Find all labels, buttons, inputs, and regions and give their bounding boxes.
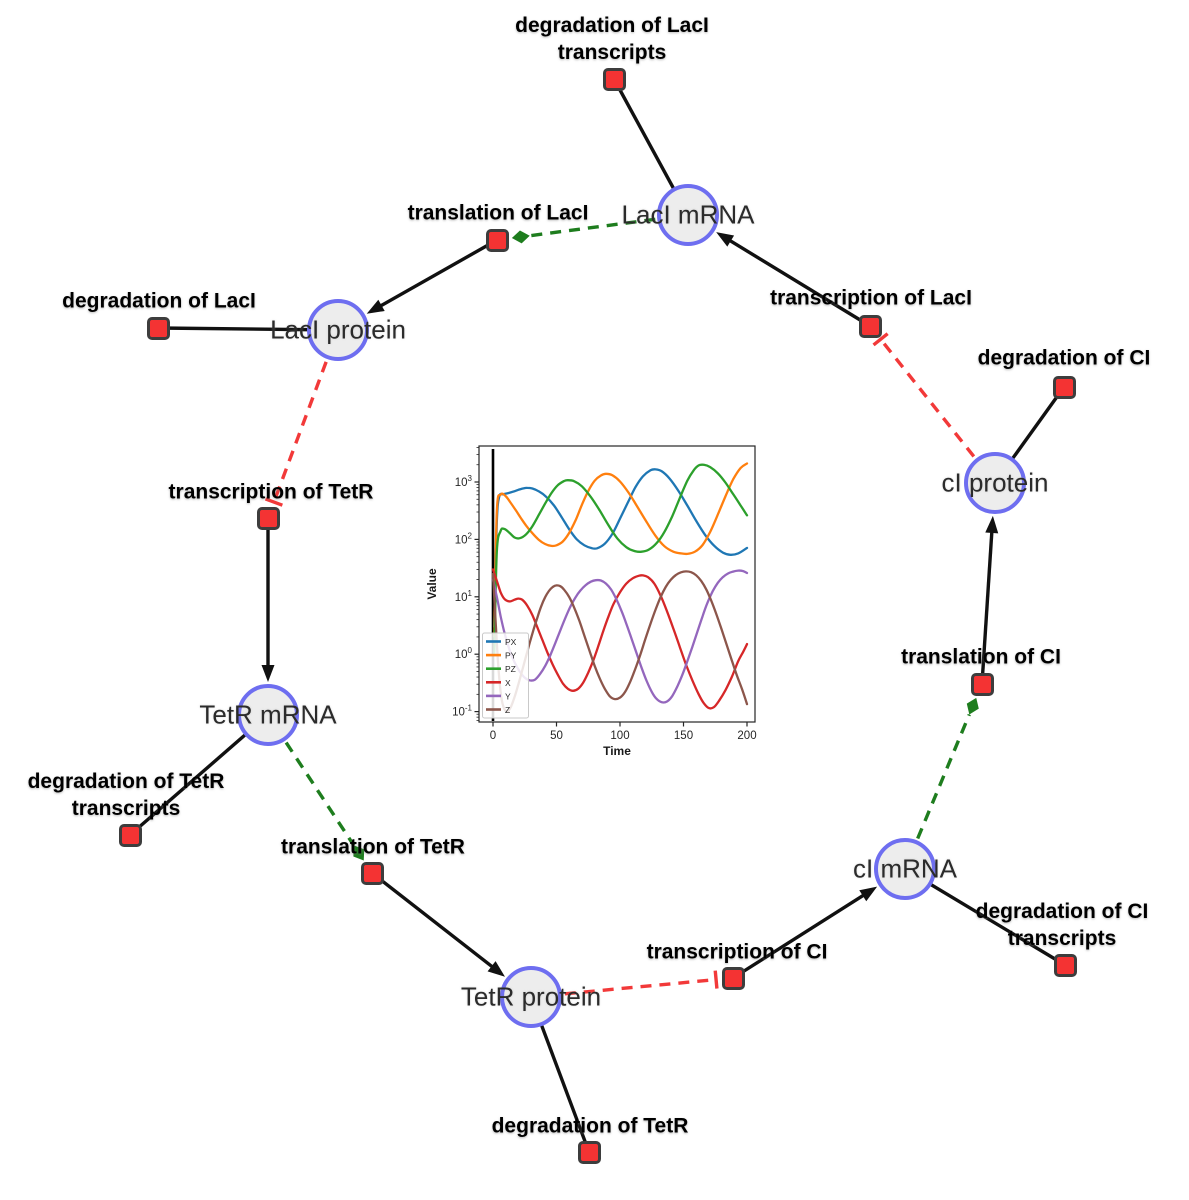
reaction-label-line: degradation of TetR — [491, 1114, 689, 1138]
reaction-node-r_deg_tetr[interactable] — [577, 1140, 601, 1164]
reaction-label-r_deg_laci: degradation of LacI — [62, 288, 256, 315]
edge-production-r_tx_ci-ci_mrna — [732, 886, 878, 980]
x-axis-label: Time — [603, 744, 631, 758]
edge-production-r_tx_laci-laci_mrna — [716, 232, 871, 328]
svg-text:50: 50 — [550, 730, 563, 742]
legend-entry-PZ: PZ — [505, 664, 516, 674]
edge-production-r_tl_tetr-tetr_protein — [370, 871, 505, 977]
axes-box — [478, 445, 756, 723]
series-X — [491, 568, 749, 710]
edge-catalysis-laci_mrna-r_tl_laci — [511, 217, 656, 244]
reaction-node-r_deg_laci[interactable] — [146, 316, 170, 340]
reaction-node-r_deg_laci_tx[interactable] — [602, 67, 626, 91]
reaction-label-r_deg_laci_tx: degradation of LacI transcripts — [515, 12, 709, 66]
species-label-tetr_protein: TetR protein — [460, 981, 602, 1012]
edge-production-r_tl_ci-ci_protein — [980, 515, 999, 685]
reaction-label-line: degradation of CI — [977, 346, 1151, 370]
svg-text:102: 102 — [455, 531, 473, 546]
plot-area — [491, 449, 749, 721]
reaction-node-r_tl_ci[interactable] — [970, 672, 994, 696]
species-node-ci_mrna[interactable] — [873, 837, 936, 900]
svg-text:10-1: 10-1 — [452, 704, 472, 719]
legend-entry-PX: PX — [505, 637, 517, 647]
svg-text:103: 103 — [455, 474, 473, 489]
edge-inhibition-laci_protein-r_tx_tetr — [264, 361, 328, 507]
edge-catalysis-tetr_mrna-r_tl_tetr — [284, 741, 365, 861]
species-label-laci_protein: LacI protein — [270, 314, 406, 345]
reaction-label-r_deg_tetr_tx: degradation of TetR transcripts — [28, 768, 225, 822]
reaction-label-line: transcription of CI — [646, 940, 828, 964]
reaction-label-r_tx_ci: transcription of CI — [647, 939, 828, 966]
reaction-label-line: transcripts — [71, 797, 181, 820]
reaction-node-r_deg_ci[interactable] — [1052, 375, 1076, 399]
reaction-node-r_tx_tetr[interactable] — [256, 506, 280, 530]
y-axis-label: Value — [425, 568, 439, 600]
reaction-label-line: transcripts — [557, 41, 667, 64]
inset-chart: 0 50 100 150 200 10-1 100 101 102 103 Time Value PX P… — [425, 430, 777, 768]
reaction-node-r_tx_ci[interactable] — [721, 966, 745, 990]
species-label-ci_protein: cI protein — [941, 467, 1049, 498]
svg-text:101: 101 — [455, 589, 473, 604]
svg-text:0: 0 — [490, 730, 496, 742]
species-label-laci_mrna: LacI mRNA — [621, 199, 755, 230]
reaction-label-r_deg_tetr: degradation of TetR — [492, 1113, 689, 1140]
edge-production-r_tx_tetr-tetr_mrna — [261, 518, 275, 682]
legend: PX PY PZ XYZ — [482, 632, 529, 719]
species-node-laci_protein[interactable] — [306, 298, 369, 361]
reaction-label-line: translation of TetR — [281, 835, 465, 859]
reaction-label-line: transcripts — [1007, 927, 1117, 950]
series-PX — [493, 468, 749, 628]
species-node-tetr_protein[interactable] — [499, 965, 562, 1028]
reaction-label-line: translation of LacI — [407, 201, 589, 225]
reaction-label-line: degradation of CI — [975, 900, 1149, 923]
reaction-label-line: degradation of LacI — [515, 14, 709, 37]
species-label-ci_mrna: cI mRNA — [853, 853, 957, 884]
species-node-laci_mrna[interactable] — [656, 183, 719, 246]
reaction-label-line: degradation of LacI — [62, 289, 256, 313]
legend-entry-Z: Z — [505, 705, 510, 715]
reaction-label-line: transcription of LacI — [770, 286, 972, 310]
edge-inhibition-tetr_protein-r_tx_ci — [564, 970, 719, 996]
species-node-ci_protein[interactable] — [963, 451, 1026, 514]
reaction-label-line: transcription of TetR — [168, 480, 374, 504]
reaction-node-r_tl_tetr[interactable] — [360, 861, 384, 885]
reaction-node-r_tx_laci[interactable] — [858, 314, 882, 338]
time-course-plot: 0 50 100 150 20010-1100101102103TimeValuePXP… — [425, 445, 757, 758]
edge-production-r_tl_laci-laci_protein — [366, 238, 498, 314]
svg-text:200: 200 — [737, 730, 756, 742]
series-Y — [491, 569, 749, 704]
svg-text:100: 100 — [455, 646, 473, 661]
edge-inhibition-ci_protein-r_tx_laci — [872, 332, 976, 458]
reaction-node-r_tl_laci[interactable] — [485, 228, 509, 252]
svg-text:150: 150 — [674, 730, 693, 742]
legend-entry-X: X — [505, 678, 511, 688]
edge-catalysis-ci_mrna-r_tl_ci — [916, 697, 979, 840]
reaction-label-r_tx_tetr: transcription of TetR — [169, 479, 374, 506]
reaction-node-r_deg_tetr_tx[interactable] — [118, 823, 142, 847]
species-node-tetr_mrna[interactable] — [236, 683, 299, 746]
legend-entry-Y: Y — [505, 691, 511, 701]
reaction-label-line: translation of CI — [901, 645, 1061, 669]
species-label-tetr_mrna: TetR mRNA — [199, 699, 337, 730]
axis-ticks: 0 50 100 150 200 10-1 100 101 102 103 — [452, 447, 757, 742]
series-PZ — [493, 463, 749, 656]
reaction-label-r_tl_ci: translation of CI — [901, 644, 1061, 671]
reaction-label-line: degradation of TetR — [27, 770, 225, 793]
legend-entry-PY: PY — [505, 651, 517, 661]
svg-text:100: 100 — [610, 730, 629, 742]
reaction-label-r_tl_laci: translation of LacI — [408, 200, 589, 227]
edge-consumption-ci_mrna-r_deg_ci_tx — [904, 867, 1066, 967]
reaction-label-r_deg_ci_tx: degradation of CI transcripts — [976, 898, 1149, 952]
reaction-node-r_deg_ci_tx[interactable] — [1053, 953, 1077, 977]
series-PY — [493, 462, 749, 639]
reaction-label-r_tx_laci: transcription of LacI — [770, 285, 972, 312]
reaction-label-r_deg_ci: degradation of CI — [978, 345, 1151, 372]
reaction-label-r_tl_tetr: translation of TetR — [281, 834, 465, 861]
